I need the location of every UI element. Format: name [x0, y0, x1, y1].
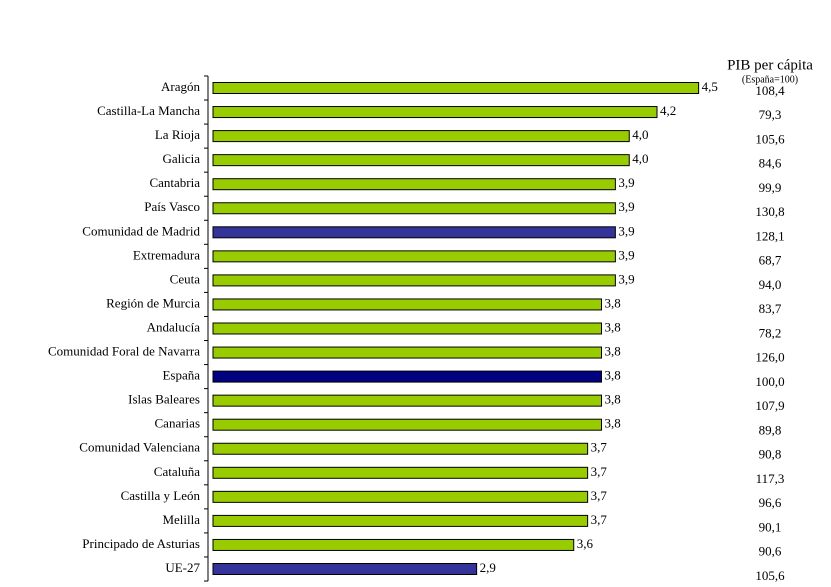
bar: [212, 514, 589, 527]
value-label: 3,8: [605, 295, 621, 310]
bar: [212, 442, 589, 455]
bar: [212, 130, 630, 143]
column-value: 108,4: [755, 83, 785, 98]
column-value: 94,0: [759, 277, 782, 292]
category-label: Comunidad Foral de Navarra: [48, 344, 200, 359]
value-label: 3,8: [605, 368, 621, 383]
column-value: 105,6: [755, 568, 785, 583]
value-label: 3,9: [618, 175, 634, 190]
category-label: País Vasco: [144, 199, 200, 214]
category-label: Islas Baleares: [128, 392, 200, 407]
bar: [212, 322, 602, 335]
value-label: 3,7: [591, 488, 608, 503]
category-label: Andalucía: [147, 319, 201, 334]
category-label: Canarias: [155, 416, 200, 431]
column-value: 83,7: [759, 301, 782, 316]
column-value: 84,6: [759, 156, 782, 171]
value-label: 3,9: [618, 223, 634, 238]
category-label: España: [162, 368, 200, 383]
value-label: 3,7: [591, 512, 608, 527]
bar: [212, 250, 616, 263]
bar: [212, 154, 630, 167]
bar: [212, 538, 575, 551]
category-label: Galicia: [162, 151, 200, 166]
column-value: 107,9: [755, 398, 784, 413]
category-label: Castilla-La Mancha: [97, 103, 200, 118]
bar: [212, 394, 602, 407]
bar: [212, 370, 602, 383]
category-label: Comunidad de Madrid: [82, 223, 200, 238]
column-value: 130,8: [755, 204, 784, 219]
value-label: 3,8: [605, 319, 621, 334]
bar: [212, 466, 589, 479]
category-label: Melilla: [162, 512, 200, 527]
column-value: 117,3: [756, 471, 785, 486]
category-label: Comunidad Valenciana: [79, 440, 200, 455]
bar: [212, 274, 616, 287]
bar: [212, 82, 700, 94]
bar: [212, 178, 616, 191]
column-value: 68,7: [759, 253, 782, 268]
value-label: 4,0: [632, 151, 648, 166]
column-value: 126,0: [755, 350, 784, 365]
category-label: Principado de Asturias: [82, 536, 200, 551]
category-label: Ceuta: [170, 271, 201, 286]
category-label: Castilla y León: [121, 488, 201, 503]
column-value: 79,3: [759, 107, 782, 122]
column-value: 128,1: [755, 228, 784, 243]
value-label: 3,9: [618, 199, 634, 214]
column-value: 100,0: [755, 374, 784, 389]
value-label: 4,0: [632, 127, 648, 142]
value-label: 3,7: [591, 440, 608, 455]
bar: [212, 418, 602, 431]
value-label: 3,8: [605, 416, 621, 431]
bar: [212, 226, 616, 239]
bar: [212, 490, 589, 503]
bar: [212, 202, 616, 215]
value-label: 2,9: [480, 560, 496, 575]
category-label: Cantabria: [149, 175, 200, 190]
category-label: Región de Murcia: [106, 295, 200, 310]
category-label: La Rioja: [155, 127, 200, 142]
value-label: 3,8: [605, 344, 621, 359]
column-value: 78,2: [759, 325, 782, 340]
column-value: 96,6: [759, 495, 782, 510]
column-title: PIB per cápita: [727, 57, 813, 73]
column-value: 99,9: [759, 180, 782, 195]
value-label: 3,9: [618, 271, 634, 286]
column-value: 89,8: [759, 422, 782, 437]
bar: [212, 346, 602, 359]
value-label: 3,8: [605, 392, 621, 407]
value-label: 3,6: [577, 536, 594, 551]
value-label: 3,7: [591, 464, 608, 479]
column-value: 90,6: [759, 544, 782, 559]
bar: [212, 298, 602, 311]
value-label: 4,5: [702, 79, 718, 94]
bar: [212, 563, 478, 575]
category-label: UE-27: [165, 560, 200, 575]
category-label: Aragón: [161, 79, 200, 94]
column-value: 90,1: [759, 519, 782, 534]
column-value: 90,8: [759, 447, 782, 462]
bar: [212, 106, 658, 119]
category-label: Cataluña: [154, 464, 200, 479]
category-label: Extremadura: [133, 247, 200, 262]
column-value: 105,6: [755, 131, 785, 146]
column-subtitle: (España=100): [742, 74, 798, 85]
value-label: 4,2: [660, 103, 676, 118]
value-label: 3,9: [618, 247, 634, 262]
